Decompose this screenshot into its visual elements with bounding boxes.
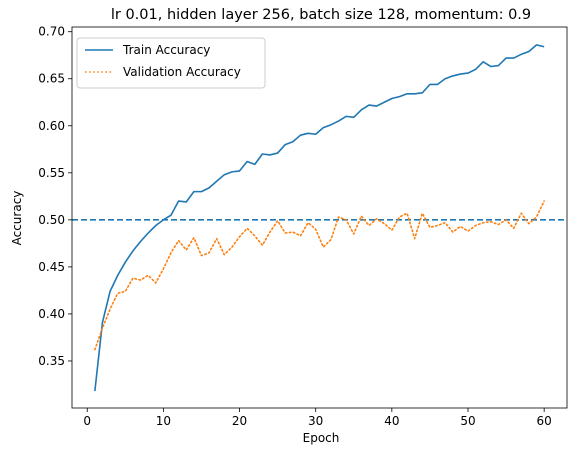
plot-frame (71, 26, 568, 409)
legend: Train Accuracy Validation Accuracy (76, 37, 266, 89)
y-tick-label: 0.40 (38, 307, 65, 321)
x-tick-label: 0 (83, 414, 91, 428)
y-tick-label: 0.70 (38, 25, 65, 39)
x-tick-label: 20 (232, 414, 247, 428)
y-tick-label: 0.50 (38, 213, 65, 227)
series-validation-accuracy (94, 200, 545, 351)
legend-label-validation: Validation Accuracy (123, 65, 241, 79)
y-axis-label: Accuracy (10, 191, 24, 246)
y-tick-label: 0.45 (38, 260, 65, 274)
x-tick-label: 10 (156, 414, 171, 428)
legend-box (76, 37, 266, 89)
y-tick-label: 0.35 (38, 354, 65, 368)
x-axis-label: Epoch (303, 431, 340, 445)
y-tick-label: 0.60 (38, 119, 65, 133)
x-tick-label: 40 (384, 414, 399, 428)
plot-area (72, 44, 567, 392)
series-train-accuracy (94, 44, 545, 392)
legend-label-train: Train Accuracy (122, 43, 210, 57)
x-tick-label: 60 (537, 414, 552, 428)
x-tick-label: 30 (308, 414, 323, 428)
y-tick-label: 0.65 (38, 72, 65, 86)
axes: 0 10 20 30 40 50 60 0.35 0.40 0.45 0.50 0.55 0.60 0.6… (38, 25, 552, 428)
x-tick-label: 50 (460, 414, 475, 428)
y-tick-label: 0.55 (38, 166, 65, 180)
chart-title: lr 0.01, hidden layer 256, batch size 12… (111, 7, 531, 23)
